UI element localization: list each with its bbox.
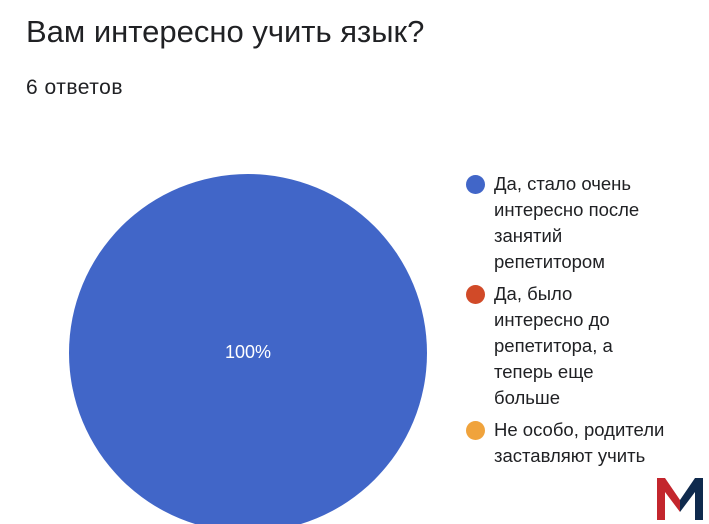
pie-labels: 100% <box>225 342 271 362</box>
watermark-logo-right-stroke <box>680 478 703 520</box>
legend-label-1: Да, было интересно до репетитора, а тепе… <box>494 283 613 408</box>
response-count: 6 ответов <box>26 76 123 99</box>
pie-slice-label-0: 100% <box>225 342 271 362</box>
legend-item-1[interactable]: Да, было интересно до репетитора, а тепе… <box>465 281 665 411</box>
watermark-logo <box>657 478 703 520</box>
pie-slices <box>69 174 427 524</box>
watermark-logo-left-stroke <box>657 478 680 520</box>
legend-item-2[interactable]: Не особо, родители заставляют учить <box>465 417 665 469</box>
pie-slice-0[interactable] <box>69 174 427 524</box>
chart-legend: Да, стало очень интересно после занятий … <box>465 171 665 469</box>
legend-swatch-1 <box>466 285 485 304</box>
legend-item-0[interactable]: Да, стало очень интересно после занятий … <box>465 171 665 275</box>
legend-swatch-0 <box>466 175 485 194</box>
legend-swatch-2 <box>466 421 485 440</box>
legend-label-0: Да, стало очень интересно после занятий … <box>494 173 640 272</box>
legend-label-2: Не особо, родители заставляют учить <box>494 419 665 466</box>
question-title: Вам интересно учить язык? <box>26 14 425 49</box>
